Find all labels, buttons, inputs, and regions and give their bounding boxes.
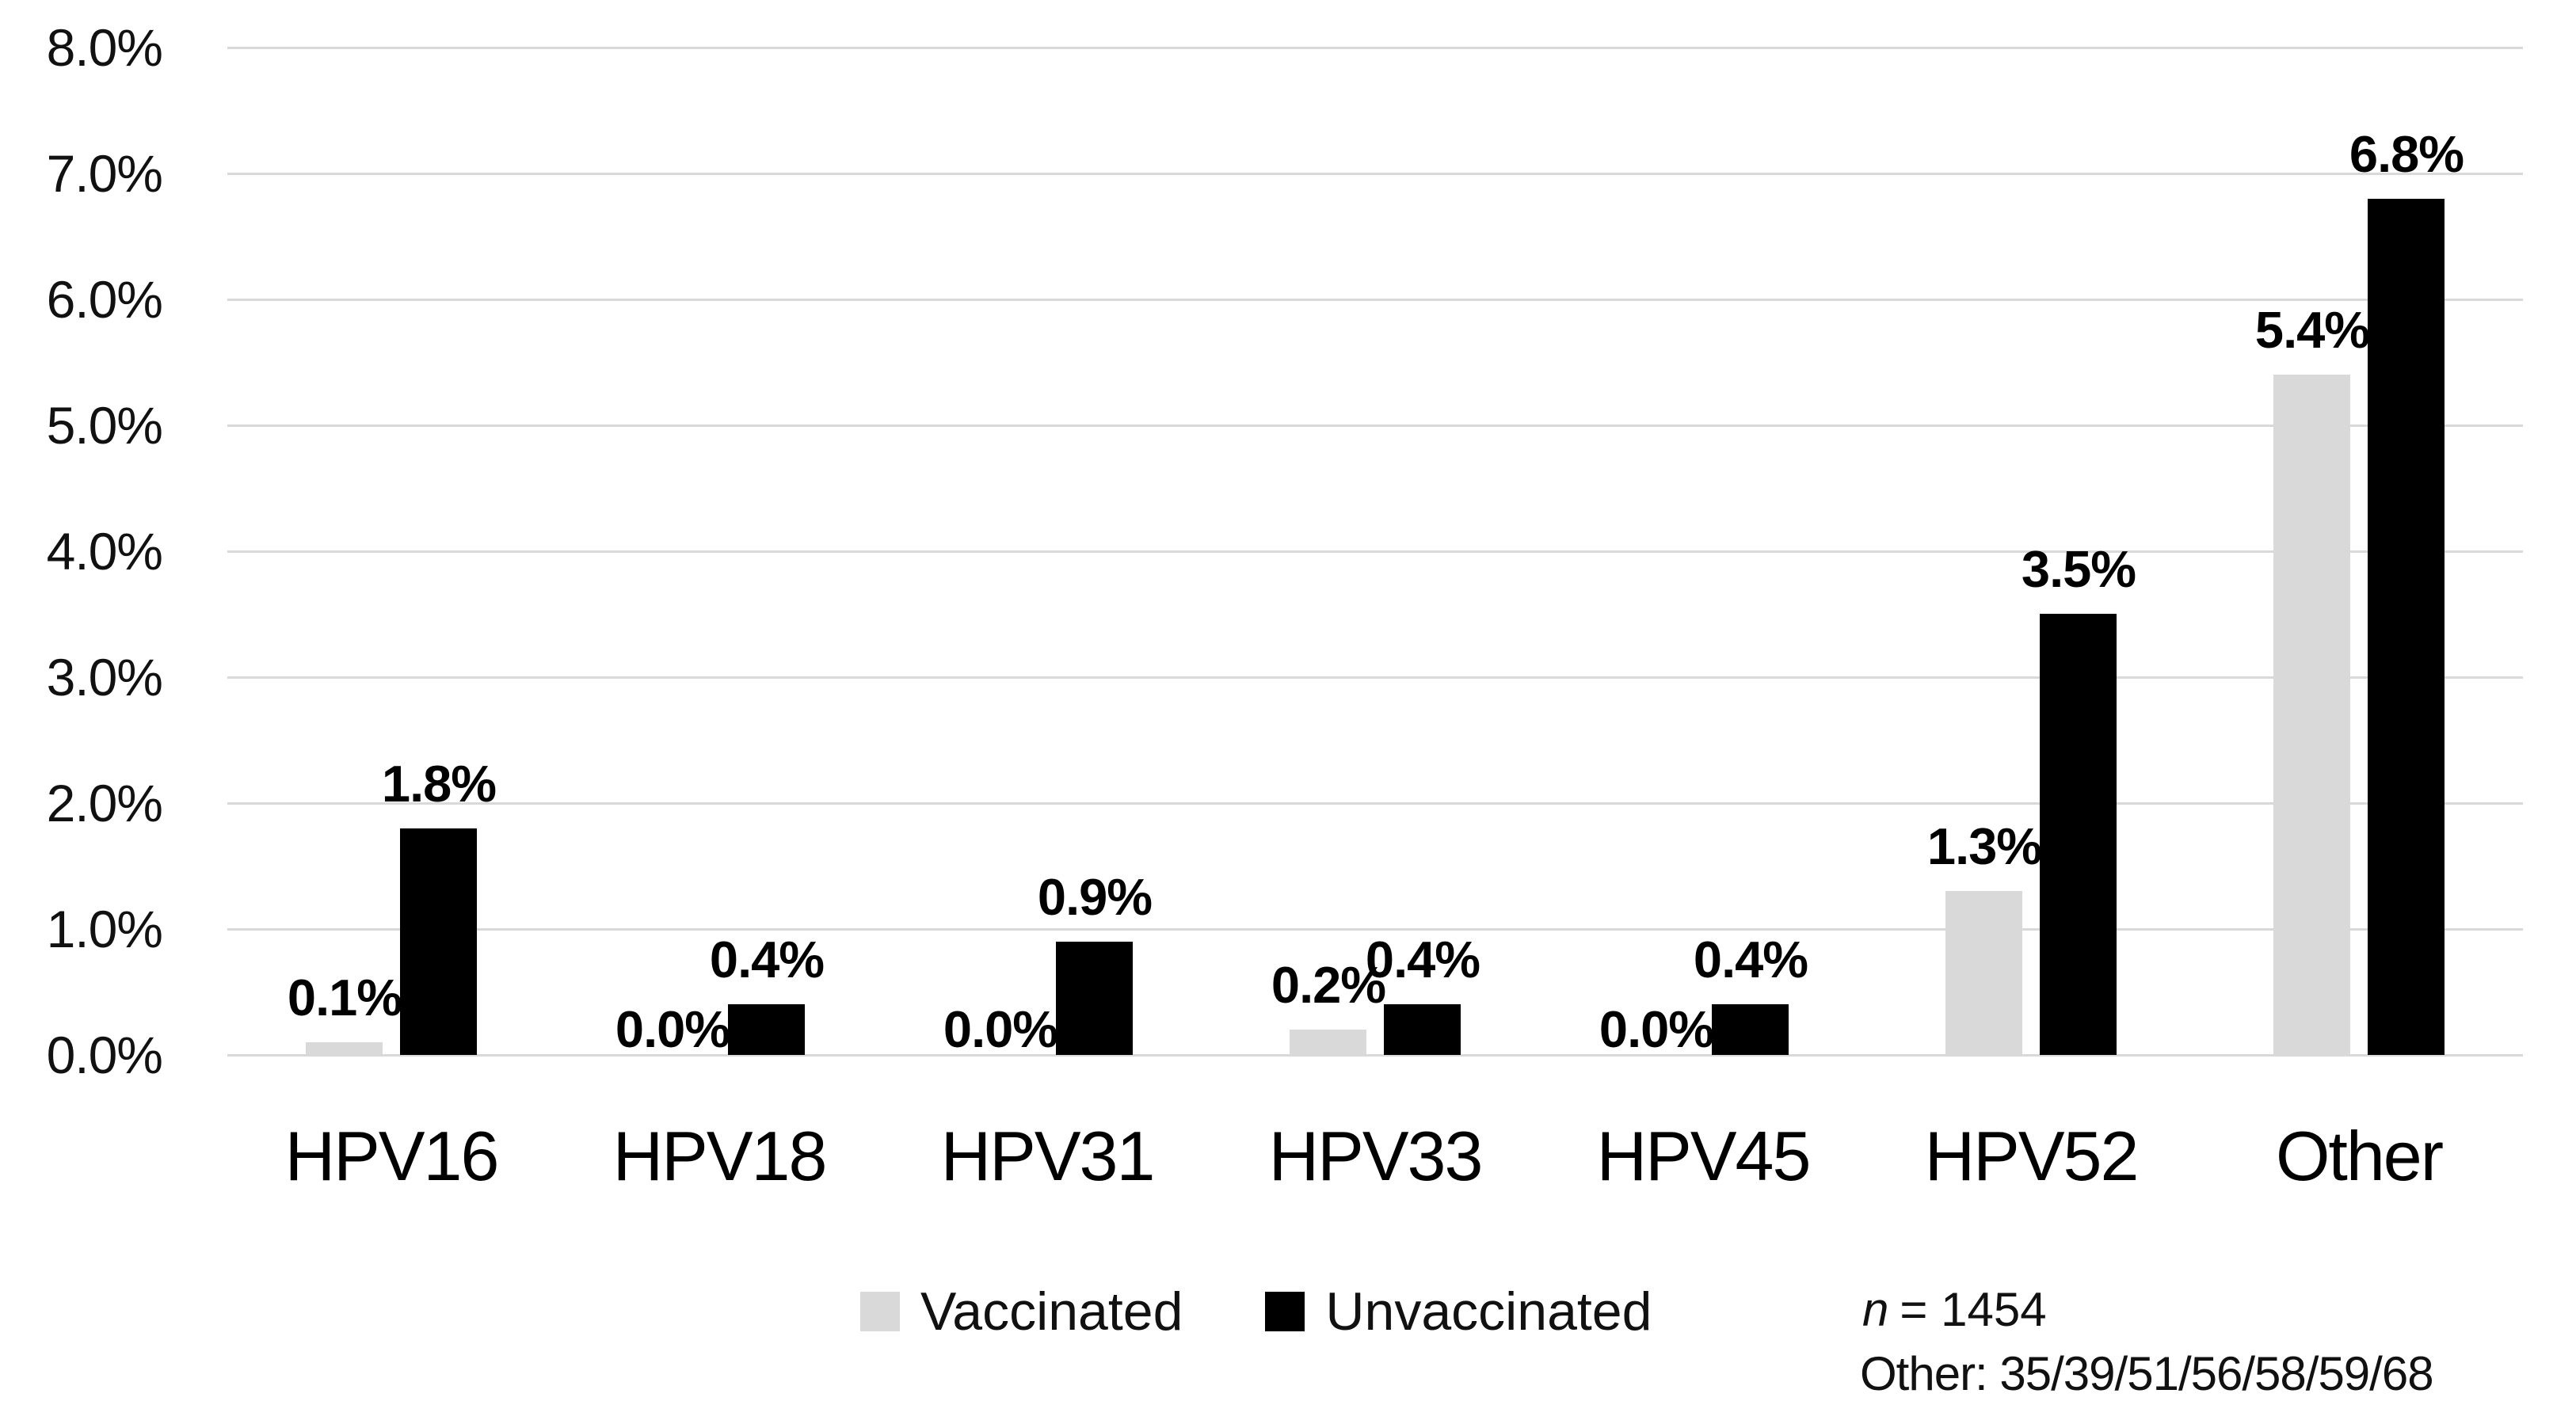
gridline-0.0% bbox=[227, 1054, 2523, 1057]
x-category-label-other: Other bbox=[2275, 1117, 2444, 1195]
data-label-unvaccinated-hpv33: 0.4% bbox=[1365, 931, 1480, 988]
vaccinated-swatch-icon bbox=[860, 1292, 900, 1331]
data-label-vaccinated-hpv45: 0.0% bbox=[1599, 1000, 1714, 1058]
bar-vaccinated-other bbox=[2273, 375, 2350, 1055]
bar-vaccinated-hpv52 bbox=[1945, 891, 2022, 1055]
n-symbol: n bbox=[1862, 1283, 1889, 1336]
legend-label-unvaccinated: Unvaccinated bbox=[1325, 1281, 1652, 1342]
data-label-vaccinated-hpv52: 1.3% bbox=[1926, 817, 2042, 875]
data-label-unvaccinated-hpv52: 3.5% bbox=[2021, 540, 2136, 598]
n-value: = 1454 bbox=[1900, 1283, 2047, 1336]
bar-unvaccinated-hpv18 bbox=[728, 1004, 805, 1055]
gridline-3.0% bbox=[227, 676, 2523, 679]
data-label-vaccinated-hpv18: 0.0% bbox=[615, 1000, 730, 1058]
sample-size-note: n = 1454 bbox=[1862, 1286, 2047, 1334]
data-label-unvaccinated-hpv16: 1.8% bbox=[381, 755, 497, 813]
y-tick-label-4.0%: 4.0% bbox=[46, 522, 163, 581]
y-tick-label-5.0%: 5.0% bbox=[46, 396, 163, 455]
bar-unvaccinated-other bbox=[2368, 199, 2445, 1055]
gridline-1.0% bbox=[227, 928, 2523, 931]
gridline-4.0% bbox=[227, 550, 2523, 553]
gridline-5.0% bbox=[227, 425, 2523, 427]
data-label-unvaccinated-hpv45: 0.4% bbox=[1693, 931, 1808, 988]
x-category-label-hpv33: HPV33 bbox=[1268, 1117, 1484, 1195]
y-tick-label-1.0%: 1.0% bbox=[46, 900, 163, 958]
gridline-2.0% bbox=[227, 802, 2523, 805]
x-category-label-hpv52: HPV52 bbox=[1924, 1117, 2140, 1195]
bar-unvaccinated-hpv16 bbox=[400, 828, 477, 1055]
x-category-label-hpv18: HPV18 bbox=[612, 1117, 828, 1195]
gridline-8.0% bbox=[227, 47, 2523, 49]
bar-vaccinated-hpv16 bbox=[306, 1042, 383, 1055]
y-tick-label-2.0%: 2.0% bbox=[46, 774, 163, 832]
gridline-6.0% bbox=[227, 299, 2523, 301]
unvaccinated-swatch-icon bbox=[1265, 1292, 1305, 1331]
gridline-7.0% bbox=[227, 173, 2523, 175]
bar-unvaccinated-hpv45 bbox=[1712, 1004, 1789, 1055]
legend-item-unvaccinated: Unvaccinated bbox=[1265, 1285, 1652, 1338]
x-category-label-hpv31: HPV31 bbox=[940, 1117, 1156, 1195]
y-tick-label-3.0%: 3.0% bbox=[46, 648, 163, 706]
data-label-vaccinated-hpv31: 0.0% bbox=[943, 1000, 1058, 1058]
bar-vaccinated-hpv33 bbox=[1290, 1030, 1366, 1055]
x-category-label-hpv16: HPV16 bbox=[284, 1117, 500, 1195]
bar-unvaccinated-hpv33 bbox=[1384, 1004, 1461, 1055]
y-tick-label-0.0%: 0.0% bbox=[46, 1026, 163, 1084]
data-label-vaccinated-other: 5.4% bbox=[2254, 301, 2370, 359]
y-tick-label-8.0%: 8.0% bbox=[46, 18, 163, 77]
bar-unvaccinated-hpv52 bbox=[2040, 614, 2117, 1055]
bar-unvaccinated-hpv31 bbox=[1056, 942, 1133, 1055]
x-category-label-hpv45: HPV45 bbox=[1596, 1117, 1812, 1195]
data-label-unvaccinated-hpv18: 0.4% bbox=[709, 931, 825, 988]
legend: Vaccinated Unvaccinated bbox=[860, 1285, 1652, 1338]
legend-item-vaccinated: Vaccinated bbox=[860, 1285, 1183, 1338]
data-label-unvaccinated-hpv31: 0.9% bbox=[1037, 868, 1153, 926]
legend-label-vaccinated: Vaccinated bbox=[920, 1281, 1183, 1342]
other-types-note: Other: 35/39/51/56/58/59/68 bbox=[1860, 1347, 2434, 1400]
data-label-vaccinated-hpv33: 0.2% bbox=[1271, 956, 1386, 1014]
data-label-vaccinated-hpv16: 0.1% bbox=[287, 969, 402, 1026]
data-label-unvaccinated-other: 6.8% bbox=[2349, 125, 2464, 183]
y-tick-label-7.0%: 7.0% bbox=[46, 144, 163, 203]
y-tick-label-6.0%: 6.0% bbox=[46, 270, 163, 329]
